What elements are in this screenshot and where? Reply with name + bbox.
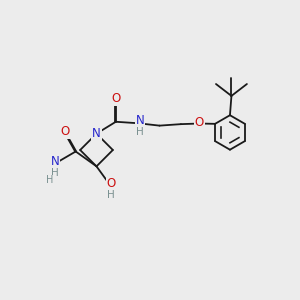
Text: O: O	[195, 116, 204, 129]
Text: N: N	[136, 114, 144, 128]
Text: O: O	[61, 125, 70, 138]
Text: N: N	[92, 127, 101, 140]
Text: H: H	[51, 168, 59, 178]
Text: O: O	[111, 92, 120, 105]
Text: O: O	[107, 177, 116, 190]
Text: H: H	[107, 190, 115, 200]
Text: N: N	[50, 155, 59, 168]
Text: H: H	[46, 175, 53, 185]
Text: H: H	[136, 127, 144, 136]
